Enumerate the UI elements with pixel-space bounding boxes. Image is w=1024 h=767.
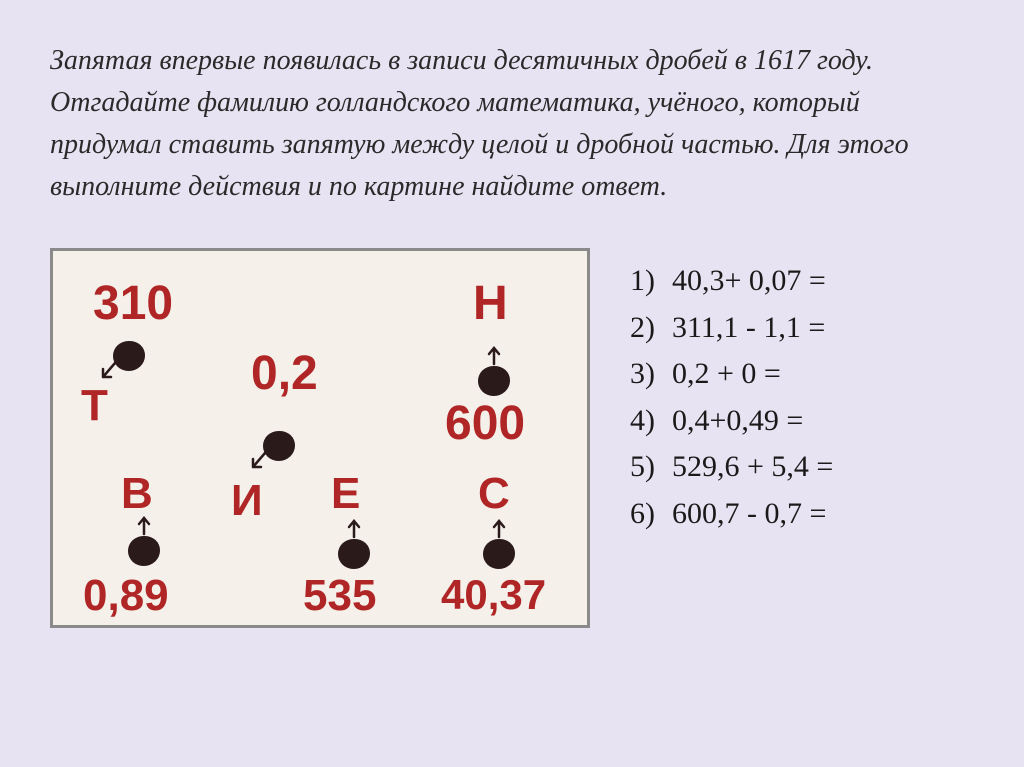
problem-expression: 529,6 + 5,4 =	[672, 450, 833, 483]
intro-paragraph: Запятая впервые появилась в записи десят…	[50, 40, 974, 208]
puzzle-value: 535	[303, 571, 376, 621]
problem-number: 5)	[630, 444, 672, 491]
problem-list: 1)40,3+ 0,07 =2)311,1 - 1,1 =3)0,2 + 0 =…	[630, 248, 833, 537]
puzzle-value: 310	[93, 276, 173, 331]
problem-item: 5)529,6 + 5,4 =	[630, 444, 833, 491]
problem-number: 2)	[630, 305, 672, 352]
problem-expression: 0,4+0,49 =	[672, 404, 803, 437]
content-row: 310 Т 0,2 И 600 Н 0,89 В 535 Е 40,37 С 1)40,3+ 0,07…	[50, 248, 974, 628]
puzzle-letter: Е	[331, 469, 360, 519]
arrow-icon	[343, 519, 365, 541]
puzzle-letter: И	[231, 476, 263, 526]
problem-item: 6)600,7 - 0,7 =	[630, 491, 833, 538]
problem-number: 4)	[630, 398, 672, 445]
problem-number: 1)	[630, 258, 672, 305]
problem-expression: 40,3+ 0,07 =	[672, 264, 826, 297]
puzzle-picture: 310 Т 0,2 И 600 Н 0,89 В 535 Е 40,37 С	[50, 248, 590, 628]
puzzle-value: 0,89	[83, 571, 169, 621]
problem-item: 4)0,4+0,49 =	[630, 398, 833, 445]
problem-expression: 600,7 - 0,7 =	[672, 497, 826, 530]
problem-number: 3)	[630, 351, 672, 398]
arrow-icon	[133, 516, 155, 538]
problem-expression: 0,2 + 0 =	[672, 357, 781, 390]
problem-number: 6)	[630, 491, 672, 538]
problem-item: 3)0,2 + 0 =	[630, 351, 833, 398]
arrow-icon	[483, 346, 505, 368]
puzzle-dot	[113, 341, 145, 371]
puzzle-dot	[478, 366, 510, 396]
puzzle-value: 40,37	[441, 571, 546, 619]
arrow-icon	[488, 519, 510, 541]
problem-expression: 311,1 - 1,1 =	[672, 311, 825, 344]
puzzle-dot	[128, 536, 160, 566]
puzzle-letter: С	[478, 469, 510, 519]
puzzle-letter: Т	[81, 381, 108, 431]
problem-item: 1)40,3+ 0,07 =	[630, 258, 833, 305]
problem-item: 2)311,1 - 1,1 =	[630, 305, 833, 352]
puzzle-letter: В	[121, 469, 153, 519]
puzzle-letter: Н	[473, 276, 508, 331]
puzzle-dot	[263, 431, 295, 461]
puzzle-value: 0,2	[251, 346, 318, 401]
puzzle-value: 600	[445, 396, 525, 451]
puzzle-dot	[338, 539, 370, 569]
puzzle-dot	[483, 539, 515, 569]
